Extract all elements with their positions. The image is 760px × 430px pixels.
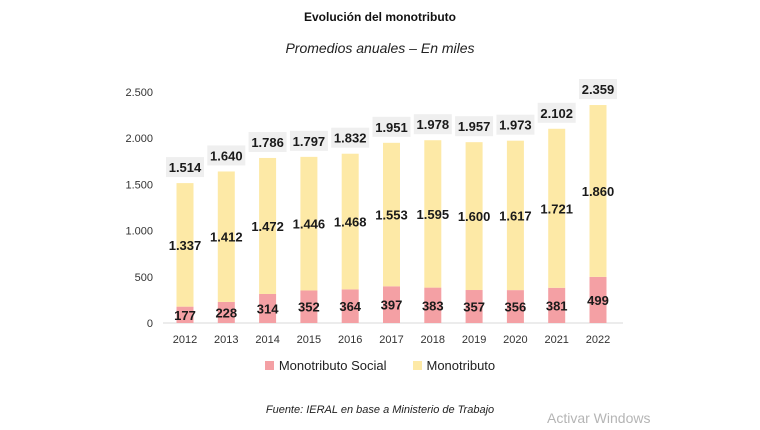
data-label-monotributo-social: 381 <box>546 298 568 313</box>
bar-segment-monotributo-social <box>465 290 483 323</box>
total-label: 1.973 <box>499 118 532 133</box>
legend: Monotributo Social Monotributo <box>0 358 760 373</box>
total-label-background <box>331 127 370 148</box>
x-tick-label: 2012 <box>173 334 197 346</box>
chart-subtitle: Promedios anuales – En miles <box>285 40 475 56</box>
data-label-monotributo: 1.472 <box>251 219 284 234</box>
total-label-background <box>496 114 535 135</box>
data-label-monotributo: 1.721 <box>540 201 573 216</box>
data-label-monotributo: 1.468 <box>334 215 367 230</box>
y-tick-label: 1.500 <box>125 179 153 191</box>
total-label-background <box>248 131 287 152</box>
data-label-monotributo-social: 383 <box>422 298 444 313</box>
total-label: 2.102 <box>540 106 573 121</box>
y-tick-label: 2.500 <box>125 87 153 99</box>
bar-segment-monotributo-social <box>548 287 566 323</box>
total-label-background <box>537 102 576 123</box>
data-label-monotributo-social: 314 <box>257 301 279 316</box>
x-tick-label: 2017 <box>379 334 403 346</box>
data-label-monotributo-social: 499 <box>587 293 609 308</box>
legend-label-social: Monotributo Social <box>278 358 387 373</box>
bar-segment-monotributo-social <box>259 293 277 323</box>
x-tick-label: 2015 <box>297 334 321 346</box>
bar-segment-monotributo-social <box>176 306 194 323</box>
total-label-background <box>289 130 328 151</box>
total-label: 1.957 <box>458 119 491 134</box>
y-tick-label: 2.000 <box>125 133 153 145</box>
bar-segment-monotributo-social <box>383 286 400 323</box>
data-label-monotributo: 1.337 <box>169 238 202 253</box>
chart-title: Evolución del monotributo <box>304 10 456 24</box>
legend-label-monotributo: Monotributo <box>426 358 496 373</box>
total-label: 2.359 <box>582 82 615 97</box>
data-label-monotributo-social: 356 <box>505 300 527 315</box>
total-label: 1.640 <box>210 148 243 163</box>
bar-segment-monotributo-social <box>424 287 442 323</box>
total-label: 1.978 <box>417 117 450 132</box>
data-label-monotributo-social: 177 <box>174 308 196 323</box>
total-label-background <box>579 79 617 100</box>
y-tick-label: 1.000 <box>125 226 153 238</box>
source-note: Fuente: IERAL en base a Ministerio de Tr… <box>265 404 495 416</box>
total-label: 1.514 <box>169 160 202 175</box>
x-tick-label: 2022 <box>586 334 610 346</box>
bar-segment-monotributo <box>383 142 400 287</box>
bar-segment-monotributo <box>506 140 524 291</box>
legend-swatch-monotributo <box>412 361 422 370</box>
x-tick-label: 2019 <box>462 334 486 346</box>
total-label-background <box>166 157 204 178</box>
data-label-monotributo-social: 352 <box>298 300 320 315</box>
windows-activation-watermark: Activar Windows <box>547 410 651 426</box>
data-label-monotributo-social: 397 <box>381 298 403 313</box>
total-label-background <box>207 145 246 166</box>
data-label-monotributo: 1.412 <box>210 230 243 245</box>
bar-segment-monotributo <box>176 183 194 307</box>
data-label-monotributo: 1.595 <box>417 207 450 222</box>
bar-segment-monotributo <box>548 128 566 288</box>
bar-segment-monotributo-social <box>217 301 235 323</box>
data-label-monotributo-social: 228 <box>215 305 237 320</box>
total-label-background <box>455 116 494 137</box>
total-label: 1.832 <box>334 131 367 146</box>
legend-item-monotributo: Monotributo <box>412 358 496 373</box>
bar-segment-monotributo <box>217 171 235 302</box>
total-label: 1.951 <box>375 120 408 135</box>
bar-segment-monotributo <box>259 157 277 294</box>
bar-segment-monotributo-social <box>300 290 318 323</box>
data-label-monotributo-social: 357 <box>463 300 485 315</box>
bar-segment-monotributo-social <box>341 289 359 323</box>
data-label-monotributo-social: 364 <box>339 299 361 314</box>
data-label-monotributo: 1.446 <box>293 217 326 232</box>
bar-segment-monotributo <box>424 140 442 288</box>
data-label-monotributo: 1.860 <box>582 184 615 199</box>
x-tick-label: 2016 <box>338 334 362 346</box>
y-tick-label: 500 <box>135 272 153 284</box>
legend-item-monotributo-social: Monotributo Social <box>264 358 387 373</box>
total-label-background <box>413 114 452 135</box>
bar-segment-monotributo-social <box>506 290 524 323</box>
x-tick-label: 2018 <box>421 334 445 346</box>
bar-segment-monotributo <box>300 156 318 291</box>
total-label: 1.786 <box>251 135 284 150</box>
x-tick-label: 2021 <box>544 334 568 346</box>
y-tick-label: 0 <box>147 318 153 330</box>
total-label-background <box>372 116 411 137</box>
bar-segment-monotributo <box>341 153 359 290</box>
total-label: 1.797 <box>293 134 326 149</box>
data-label-monotributo: 1.600 <box>458 209 491 224</box>
x-tick-label: 2014 <box>255 334 279 346</box>
x-tick-label: 2020 <box>503 334 527 346</box>
bar-segment-monotributo-social <box>589 276 607 323</box>
data-label-monotributo: 1.553 <box>375 208 408 223</box>
x-tick-label: 2013 <box>214 334 238 346</box>
bar-segment-monotributo <box>465 142 483 291</box>
bar-segment-monotributo <box>589 105 607 277</box>
legend-swatch-social <box>264 361 274 370</box>
data-label-monotributo: 1.617 <box>499 208 532 223</box>
